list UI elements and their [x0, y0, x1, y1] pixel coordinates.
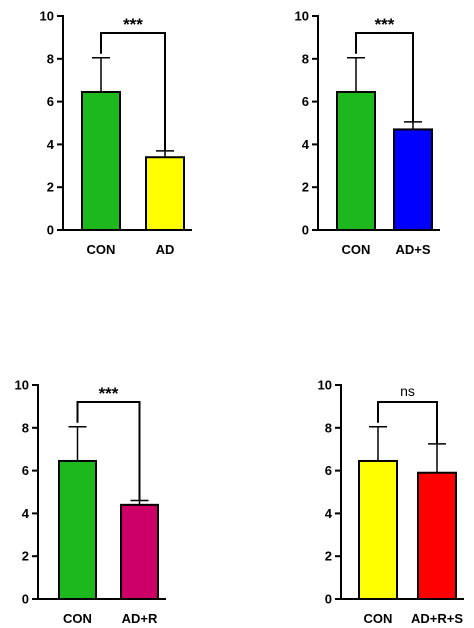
- category-label: AD+S: [395, 242, 430, 257]
- y-tick-label: 10: [318, 378, 332, 393]
- chart-panel-2: 0 2 4 6 8 10 CON AD+S ***: [295, 9, 440, 257]
- category-label: AD: [156, 242, 175, 257]
- y-tick-label: 0: [302, 223, 309, 238]
- bar-ad: [145, 156, 185, 232]
- y-tick-label: 6: [47, 94, 54, 109]
- bar-ad-r: [120, 503, 159, 600]
- bar-ad-s: [393, 128, 433, 231]
- significance-label: ***: [99, 384, 119, 403]
- significance-bracket: [100, 32, 166, 151]
- y-tick-label: 6: [22, 463, 29, 478]
- y-tick-label: 10: [40, 9, 54, 24]
- category-label: CON: [63, 611, 92, 626]
- y-tick-label: 8: [47, 51, 54, 66]
- significance-bracket: [377, 401, 438, 444]
- category-label: CON: [342, 242, 371, 257]
- y-tick-label: 2: [302, 180, 309, 195]
- y-tick-label: 4: [22, 506, 30, 521]
- category-label: CON: [87, 242, 116, 257]
- category-label: CON: [364, 611, 393, 626]
- bar-ad-r-s: [417, 471, 457, 600]
- y-tick-label: 8: [22, 420, 29, 435]
- y-tick-label: 10: [15, 378, 29, 393]
- bar-con: [58, 459, 97, 600]
- chart-panel-1: 0 2 4 6 8 10 CON AD ***: [40, 9, 192, 257]
- y-tick-label: 2: [325, 549, 332, 564]
- category-label: AD+R+S: [411, 611, 463, 626]
- y-tick-label: 6: [325, 463, 332, 478]
- y-tick-label: 2: [22, 549, 29, 564]
- y-tick-label: 0: [47, 223, 54, 238]
- chart-panel-4: 0 2 4 6 8 10 CON AD+R+S ns: [318, 378, 464, 626]
- chart-panel-3: 0 2 4 6 8 10 CON AD+R ***: [15, 378, 166, 626]
- significance-bracket: [355, 32, 414, 122]
- y-tick-label: 0: [325, 592, 332, 607]
- y-tick-label: 4: [325, 506, 333, 521]
- significance-bracket: [76, 401, 141, 501]
- y-tick-label: 4: [47, 137, 55, 152]
- bar-con: [336, 90, 376, 231]
- y-tick-label: 10: [295, 9, 309, 24]
- significance-label: ***: [375, 15, 395, 34]
- significance-label: ns: [400, 383, 415, 399]
- y-tick-label: 2: [47, 180, 54, 195]
- y-tick-label: 4: [302, 137, 310, 152]
- y-tick-label: 8: [325, 420, 332, 435]
- category-label: AD+R: [122, 611, 158, 626]
- bar-con: [81, 90, 121, 231]
- significance-label: ***: [123, 15, 143, 34]
- y-tick-label: 8: [302, 51, 309, 66]
- y-tick-label: 0: [22, 592, 29, 607]
- bar-con: [358, 459, 398, 600]
- y-tick-label: 6: [302, 94, 309, 109]
